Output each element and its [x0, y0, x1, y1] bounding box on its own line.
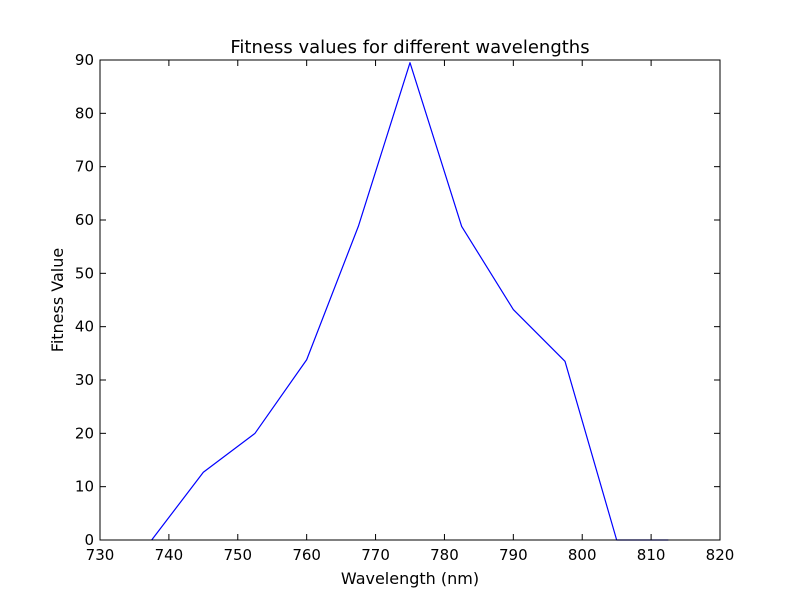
x-tick-label: 780 — [430, 546, 459, 564]
plot-frame — [99, 59, 721, 541]
x-tick-label: 730 — [86, 546, 115, 564]
y-tick-label: 20 — [75, 424, 94, 442]
y-tick-label: 90 — [75, 51, 94, 69]
y-tick-label: 80 — [75, 104, 94, 122]
y-tick-label: 10 — [75, 478, 94, 496]
y-tick-label: 50 — [75, 264, 94, 282]
y-tick-label: 30 — [75, 371, 94, 389]
plot-area: 730 740 750 760 770 780 790 800 810 820 0 10 20 30 40 5… — [75, 51, 734, 564]
x-tick-label: 770 — [361, 546, 390, 564]
x-tick-label: 740 — [155, 546, 184, 564]
x-tick-label: 760 — [292, 546, 321, 564]
series-line — [151, 62, 669, 541]
x-tick-label: 820 — [706, 546, 735, 564]
chart-title: Fitness values for different wavelengths — [230, 37, 589, 58]
x-tick-label: 790 — [499, 546, 528, 564]
y-tick-label: 60 — [75, 211, 94, 229]
y-tick-label: 0 — [84, 531, 94, 549]
y-axis-label: Fitness Value — [48, 248, 67, 352]
x-axis-label: Wavelength (nm) — [341, 569, 479, 588]
x-tick-label: 810 — [637, 546, 666, 564]
x-tick-label: 800 — [568, 546, 597, 564]
x-tick-label: 750 — [223, 546, 252, 564]
y-tick-label: 70 — [75, 158, 94, 176]
y-tick-label: 40 — [75, 318, 94, 336]
